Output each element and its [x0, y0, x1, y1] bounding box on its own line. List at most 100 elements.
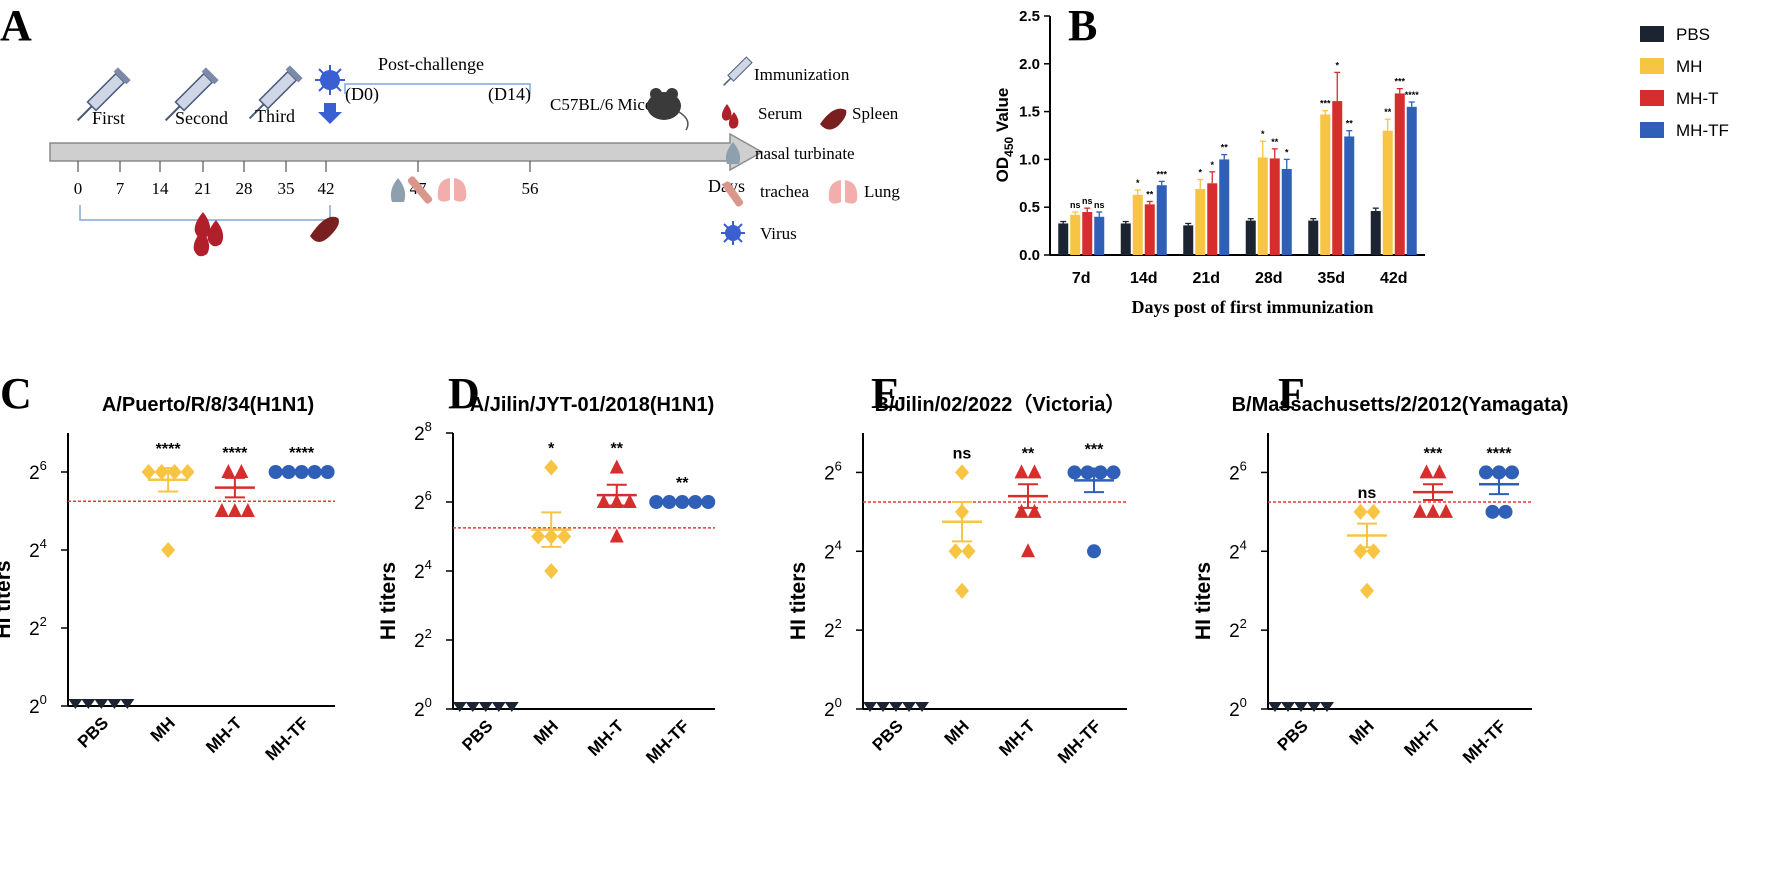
y-axis-label-sub: 450 — [1002, 136, 1016, 156]
tick-exponent: 6 — [425, 488, 432, 503]
bar-pbs — [1058, 223, 1069, 255]
significance-label: **** — [1487, 445, 1513, 462]
data-point-triangle-down — [902, 702, 916, 712]
timeline-panel: First Second Third Post-challenge (D0) (… — [49, 54, 900, 257]
d0-label: (D0) — [345, 84, 379, 105]
legend-nasal-icon — [725, 142, 741, 164]
data-point-triangle — [221, 464, 236, 478]
data-point-triangle-down — [1281, 702, 1295, 712]
x-tick-label: 21d — [1192, 270, 1220, 287]
y-tick-label: 22 — [414, 626, 432, 652]
y-tick-label: 26 — [29, 458, 47, 484]
nasal-turbinate-icon — [390, 178, 406, 202]
data-point-circle — [1485, 504, 1500, 519]
data-point-triangle-down — [889, 702, 903, 712]
significance-label: ** — [1022, 445, 1035, 462]
legend-nasal: nasal turbinate — [755, 144, 855, 163]
significance-label: * — [1285, 147, 1289, 157]
x-tick-label: PBS — [458, 716, 496, 754]
data-point-circle — [1106, 465, 1121, 480]
bar-mh-tf — [1094, 216, 1105, 255]
timeline-tick-label: 28 — [236, 179, 253, 198]
x-tick-label: MH — [941, 716, 973, 748]
significance-label: ** — [1384, 107, 1392, 117]
tick-base: 2 — [824, 621, 835, 642]
y-tick-label: 26 — [824, 458, 842, 484]
data-point-triangle — [1027, 464, 1042, 479]
tick-base: 2 — [414, 700, 425, 721]
significance-label: **** — [289, 445, 315, 462]
y-tick-label: 20 — [824, 695, 842, 721]
bar-mh-t — [1394, 93, 1405, 255]
y-tick-label: 26 — [414, 488, 432, 514]
lung-icon — [437, 178, 467, 202]
data-point-triangle — [1014, 503, 1029, 518]
data-point-diamond — [544, 563, 559, 579]
bar-mh-tf — [1344, 136, 1355, 255]
data-point-triangle-down — [504, 702, 519, 712]
x-tick-label: 42d — [1380, 270, 1408, 287]
legend-virus-icon — [721, 221, 745, 245]
significance-label: ** — [611, 441, 624, 458]
data-point-triangle — [1027, 503, 1042, 518]
y-axis-label: HI titers — [0, 560, 15, 638]
timeline-tick-label: 0 — [74, 179, 83, 198]
legend-serum: Serum — [758, 104, 802, 123]
timeline-ticks: 0714212835424756 — [74, 161, 539, 198]
x-tick-label: 7d — [1072, 270, 1091, 287]
x-tick-label: PBS — [1274, 716, 1312, 754]
timeline-tick-label: 42 — [318, 179, 335, 198]
x-tick-label: MH-TF — [642, 716, 693, 767]
significance-label: *** — [1156, 169, 1167, 179]
post-challenge-bracket — [344, 83, 531, 94]
legend-spleen: Spleen — [852, 104, 899, 123]
post-challenge-label: Post-challenge — [378, 54, 484, 74]
y-tick-label: 20 — [414, 695, 432, 721]
bar-pbs — [1120, 223, 1131, 255]
significance-label: **** — [156, 441, 182, 458]
bar-mh-tf — [1156, 185, 1167, 255]
panel-label-a: A — [0, 1, 32, 50]
tick-base: 2 — [1229, 700, 1240, 721]
x-tick-label: MH — [147, 713, 179, 745]
data-point-triangle-down — [1268, 702, 1282, 712]
data-point-diamond — [1353, 543, 1368, 560]
data-point-triangle — [214, 503, 229, 517]
data-point-circle — [268, 465, 283, 479]
virus-icon — [315, 65, 345, 95]
phase-third: Third — [255, 106, 295, 126]
tick-base: 2 — [824, 700, 835, 721]
significance-label: ** — [1146, 189, 1154, 199]
phase-second: Second — [175, 108, 228, 128]
x-tick-label: 28d — [1255, 270, 1283, 287]
bar-mh — [1382, 130, 1393, 255]
tick-exponent: 8 — [425, 419, 432, 434]
tick-exponent: 4 — [1240, 537, 1247, 552]
timeline-tick-label: 35 — [278, 179, 295, 198]
significance-label: *** — [1394, 77, 1405, 87]
legend-lung-icon — [828, 180, 858, 204]
y-tick-label: 2.0 — [1019, 56, 1040, 73]
panel-label-f: F — [1278, 369, 1305, 418]
data-point-circle — [1498, 504, 1513, 519]
tick-exponent: 0 — [835, 695, 842, 710]
phase-first: First — [92, 108, 125, 128]
spleen-icon — [310, 216, 339, 242]
legend-label: MH-TF — [1676, 121, 1729, 140]
data-point-diamond — [955, 582, 969, 599]
tick-base: 2 — [1229, 463, 1240, 484]
data-point-circle — [701, 495, 716, 509]
legend-spleen-icon — [820, 108, 847, 130]
legend-swatch — [1640, 90, 1664, 106]
significance-label: ns — [953, 445, 972, 462]
significance-label: ns — [1070, 200, 1081, 210]
x-axis-label: Days post of first immunization — [1132, 297, 1374, 317]
y-tick-label: 24 — [29, 536, 47, 562]
d14-label: (D14) — [488, 84, 531, 105]
tick-exponent: 0 — [40, 692, 47, 707]
data-point-triangle — [1419, 464, 1434, 479]
timeline-tick-label: 14 — [152, 179, 170, 198]
bar-mh — [1257, 157, 1268, 255]
y-tick-label: 0.5 — [1019, 199, 1040, 216]
trachea-icon — [407, 176, 433, 204]
